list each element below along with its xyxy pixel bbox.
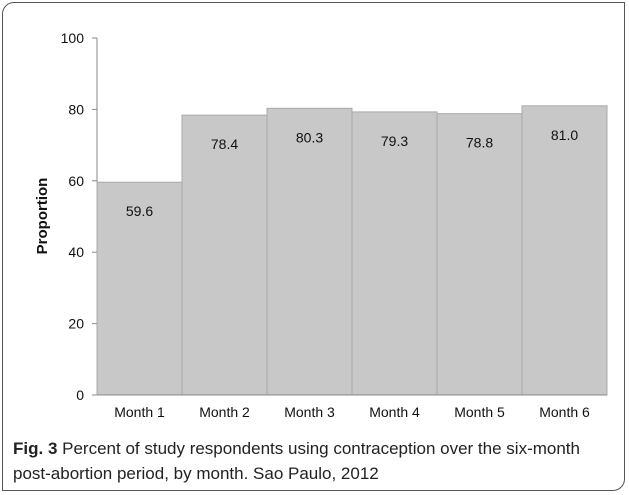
figure-caption: Fig. 3 Percent of study respondents usin… <box>13 436 613 486</box>
y-tick-label: 0 <box>76 387 84 403</box>
y-tick-label: 100 <box>61 30 85 46</box>
bar <box>436 113 523 396</box>
data-label: 78.4 <box>211 136 238 152</box>
x-tick-label: Month 3 <box>284 404 335 420</box>
y-tick-label: 40 <box>68 244 84 260</box>
y-tick-label: 80 <box>68 101 84 117</box>
data-label: 78.8 <box>466 135 493 151</box>
x-axis: Month 1 Month 2 Month 3 Month 4 Month 5 Month… <box>97 394 607 420</box>
bar <box>521 105 608 396</box>
x-tick-label: Month 2 <box>199 404 250 420</box>
data-label: 79.3 <box>381 133 408 149</box>
data-label: 81.0 <box>551 127 578 143</box>
data-label: 80.3 <box>296 129 323 145</box>
y-tick-label: 60 <box>68 173 84 189</box>
figure-frame <box>2 2 625 491</box>
x-tick-label: Month 4 <box>369 404 420 420</box>
x-tick-label: Month 1 <box>114 404 165 420</box>
x-tick-label: Month 6 <box>539 404 590 420</box>
bar <box>181 114 268 396</box>
bar-chart: 0 20 40 60 80 100 59.6 78.4 80.3 79.3 78.8 81.0 Mo… <box>34 30 608 420</box>
y-tick-label: 20 <box>68 316 84 332</box>
caption-text: Percent of study respondents using contr… <box>13 439 580 483</box>
bar <box>351 111 438 396</box>
caption-figure-number: Fig. 3 <box>13 439 58 458</box>
y-axis: 0 20 40 60 80 100 <box>61 30 98 403</box>
data-label: 59.6 <box>126 203 153 219</box>
bars: 59.6 78.4 80.3 79.3 78.8 81.0 <box>96 105 608 396</box>
x-tick-label: Month 5 <box>454 404 505 420</box>
bar <box>266 107 353 396</box>
y-axis-label: Proportion <box>34 178 51 255</box>
